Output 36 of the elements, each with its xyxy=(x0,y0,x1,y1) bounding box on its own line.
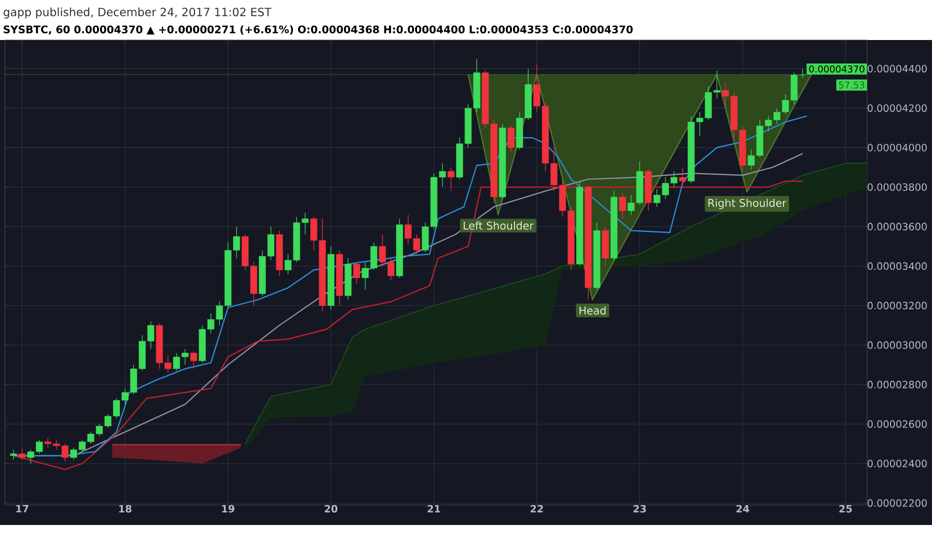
annotation: Left Shoulder xyxy=(464,221,534,230)
y-tick-label: 0.00004400 xyxy=(868,64,927,72)
x-tick-label: 21 xyxy=(428,505,440,512)
x-tick-label: 19 xyxy=(222,505,234,513)
x-tick-label: 17 xyxy=(16,505,28,512)
annotation: 57.53 xyxy=(839,82,864,89)
candlestick xyxy=(448,167,454,192)
candlestick xyxy=(10,449,18,460)
x-tick-label: 23 xyxy=(634,505,646,513)
y-tick-label: 0.00004000 xyxy=(868,144,927,152)
y-tick-label: 0.00002800 xyxy=(868,380,927,388)
candlestick xyxy=(679,167,686,186)
candlestick xyxy=(353,262,360,284)
candlestick xyxy=(619,192,626,220)
y-tick-label: 0.00003400 xyxy=(868,262,927,270)
y-tick-label: 0.00002400 xyxy=(868,460,927,468)
y-tick-label: 0.00003600 xyxy=(868,222,927,230)
annotation: Head xyxy=(580,306,606,315)
y-tick-label: 0.00002600 xyxy=(868,420,927,428)
y-tick-label: 0.00003800 xyxy=(868,183,927,191)
candlestick xyxy=(190,350,198,370)
chart-subtitle: SYSBTC, 60 0.00004370 ▲ +0.00000271 (+6.61%) O:0.00004368 H:0.00004400 L:0.00004353 C:0.00004370 xyxy=(4,25,633,35)
x-tick-label: 22 xyxy=(530,505,543,512)
candlestick xyxy=(18,447,26,460)
y-tick-label: 0.00003000 xyxy=(868,341,927,349)
chart-title: gapp published, December 24, 2017 11:02 EST xyxy=(4,8,272,18)
x-tick-label: 20 xyxy=(324,505,338,513)
x-tick-label: 25 xyxy=(839,505,852,513)
y-tick-label: 0.00004200 xyxy=(868,104,927,112)
y-tick-label: 0.00003200 xyxy=(868,302,927,310)
x-tick-label: 24 xyxy=(736,505,750,512)
y-tick-label: 0.00002200 xyxy=(868,499,927,507)
x-tick-label: 18 xyxy=(119,505,132,513)
annotation: Right Shoulder xyxy=(708,198,786,210)
candlestick xyxy=(508,126,514,152)
ref-line-label: 0.00004370 xyxy=(809,65,864,73)
